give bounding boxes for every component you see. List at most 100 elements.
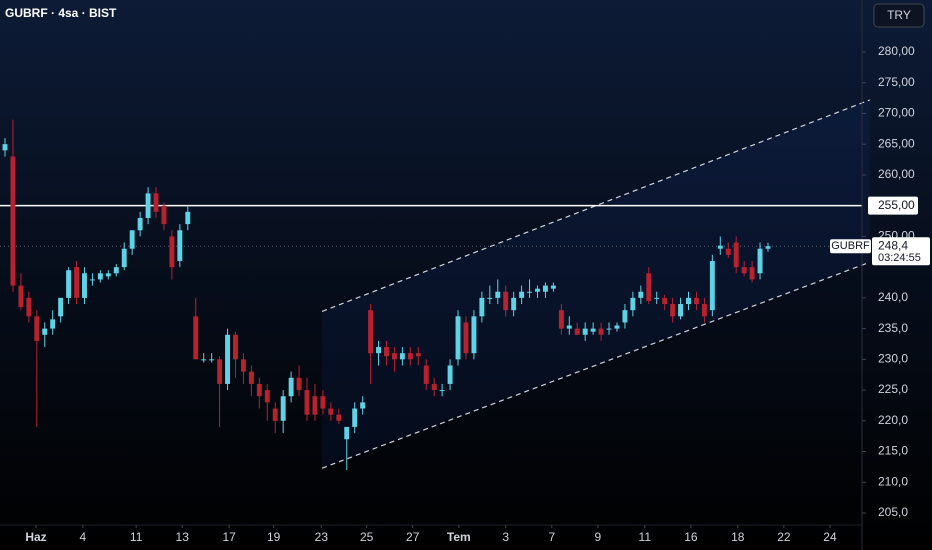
candle-body [10,156,16,286]
y-tick-label: 280,00 [878,44,915,58]
candle-body [391,353,397,360]
candle-body [248,371,254,384]
x-tick-label: 17 [222,530,236,544]
x-tick-label: 27 [406,530,420,544]
x-tick-label: 25 [360,530,374,544]
candle-body [50,319,56,329]
candle-body [519,291,525,298]
candle-body [757,248,763,274]
candle-body [487,297,493,299]
candle-body [709,260,715,311]
x-tick-label: 24 [823,530,837,544]
candle-body [574,328,580,335]
candle-body [733,242,739,268]
last-price-box [872,237,930,266]
x-tick-label: 4 [80,530,87,544]
candle-body [185,211,191,225]
x-tick-label: 19 [267,530,281,544]
candle-body [725,248,731,255]
y-tick-label: 260,00 [878,167,915,181]
candle-body [368,310,374,354]
y-tick-label: 265,00 [878,136,915,150]
x-tick-label: 18 [731,530,745,544]
currency-label[interactable]: TRY [887,8,911,22]
plot-area [0,99,870,470]
candle-body [264,390,270,403]
chart-title: GUBRF · 4sa · BIST [5,6,117,20]
candle-body [384,347,389,357]
y-tick-label: 275,00 [878,75,915,89]
candle-body [312,396,318,415]
candle-body [26,297,32,317]
candle-body [407,353,413,360]
candle-body [527,291,533,293]
x-tick-label: 23 [315,530,329,544]
candle-body [590,328,596,332]
x-tick-label: Haz [25,530,46,544]
candle-body [153,193,159,212]
candle-body [352,408,358,427]
candle-body [161,205,167,225]
candle-body [225,334,231,384]
candle-body [542,285,548,292]
candle-body [105,273,111,277]
x-tick-label: 16 [684,530,698,544]
y-tick-label: 230,0 [878,352,908,366]
candle-body [42,328,48,335]
candle-body [495,291,501,298]
y-tick-label: 210,0 [878,474,908,488]
candle-body [701,304,707,317]
candle-body [582,328,588,335]
candle-body [288,377,294,397]
x-tick-label: 22 [777,530,791,544]
candle-body [344,426,350,440]
candle-body [256,383,262,397]
candle-body [217,359,223,384]
candle-body [535,288,540,292]
candle-body [630,297,636,311]
candle-body [598,328,604,335]
y-tick-label: 240,0 [878,290,908,304]
candle-body [765,246,771,249]
candle-body [622,310,628,323]
level-label-box [868,196,918,215]
channel-line [321,99,870,312]
candle-body [376,347,382,354]
x-tick-label: 7 [548,530,555,544]
candle-body [2,144,8,151]
candle-body [82,273,87,298]
level-label: 255,00 [878,198,915,212]
candle-body [113,267,119,274]
candle-body [606,328,612,330]
x-tick-label: 9 [595,530,602,544]
candle-body [296,377,302,391]
x-tick-label: 11 [639,530,652,544]
candle-body [89,279,95,281]
candle-body [550,285,556,289]
candle-body [240,359,246,372]
candle-body [471,316,477,354]
channel-fill [322,99,870,469]
candle-body [58,297,64,317]
candle-body [129,230,135,249]
candle-body [66,270,72,298]
candle-body [415,353,421,357]
x-tick-label: 11 [130,530,143,544]
last-price-label: 248,4 [878,238,908,252]
candle-body [646,273,652,301]
y-tick-label: 205,0 [878,505,908,519]
candle-body [693,297,699,305]
candle-body [74,267,79,298]
candle-body [638,291,644,298]
countdown-label: 03:24:55 [878,252,921,264]
candle-body [717,245,723,249]
candle-body [233,334,238,360]
candle-body [209,359,215,361]
currency-button[interactable] [873,3,925,28]
candle-body [304,390,310,415]
candle-body [455,316,461,360]
candle-body [336,414,342,421]
candle-body [463,322,469,354]
